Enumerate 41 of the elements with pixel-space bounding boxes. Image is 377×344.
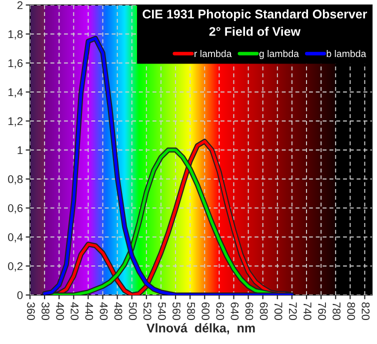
y-tick-label: 2 [17,1,22,10]
x-axis-title: Vlnová délka, nm [146,323,255,334]
x-tick-label: 640 [230,302,239,320]
x-tick-label: 700 [274,302,282,320]
x-tick-label: 740 [304,302,312,320]
legend-label: b lambda [326,50,366,58]
x-tick-label: 820 [362,302,370,320]
text: 2° Field of View [209,26,301,36]
legend-label: r lambda [194,50,232,58]
x-tick-label: 720 [288,302,297,320]
x-tick-label: 440 [85,302,94,320]
x-tick-label: 500 [128,302,137,320]
y-tick-label: 1,6 [8,59,23,68]
y-tick-label: 1,8 [8,30,23,40]
y-tick-label: 1,4 [8,88,23,98]
x-tick-label: 520 [143,302,152,320]
x-tick-label: 400 [56,302,64,320]
y-tick-label: 0,2 [8,262,22,272]
x-tick-label: 540 [158,302,166,320]
y-tick-label: 1 [18,146,23,154]
x-tick-label: 780 [332,302,340,320]
y-tick-label: 0,4 [8,233,23,242]
y-tick-label: 0,6 [8,204,23,214]
y-tick-label: 0,8 [8,175,23,184]
x-tick-label: 560 [172,302,180,320]
y-tick-label: 1,2 [8,117,22,126]
x-tick-label: 360 [27,302,35,320]
x-tick-label: 680 [260,302,268,320]
x-tick-label: 420 [70,302,79,320]
x-tick-label: 660 [245,302,254,320]
x-tick-label: 760 [318,302,326,320]
legend-label: g lambda [259,50,299,60]
x-tick-label: 620 [216,302,224,320]
y-tick-label: 0 [17,291,23,300]
x-tick-label: 580 [187,302,195,320]
chart-title: CIE 1931 Photopic Standard Observer [142,9,368,21]
x-tick-label: 480 [114,302,122,320]
x-tick-label: 800 [347,302,356,320]
x-tick-label: 380 [42,302,50,320]
x-tick-label: 600 [202,302,210,320]
x-tick-label: 460 [100,302,108,320]
